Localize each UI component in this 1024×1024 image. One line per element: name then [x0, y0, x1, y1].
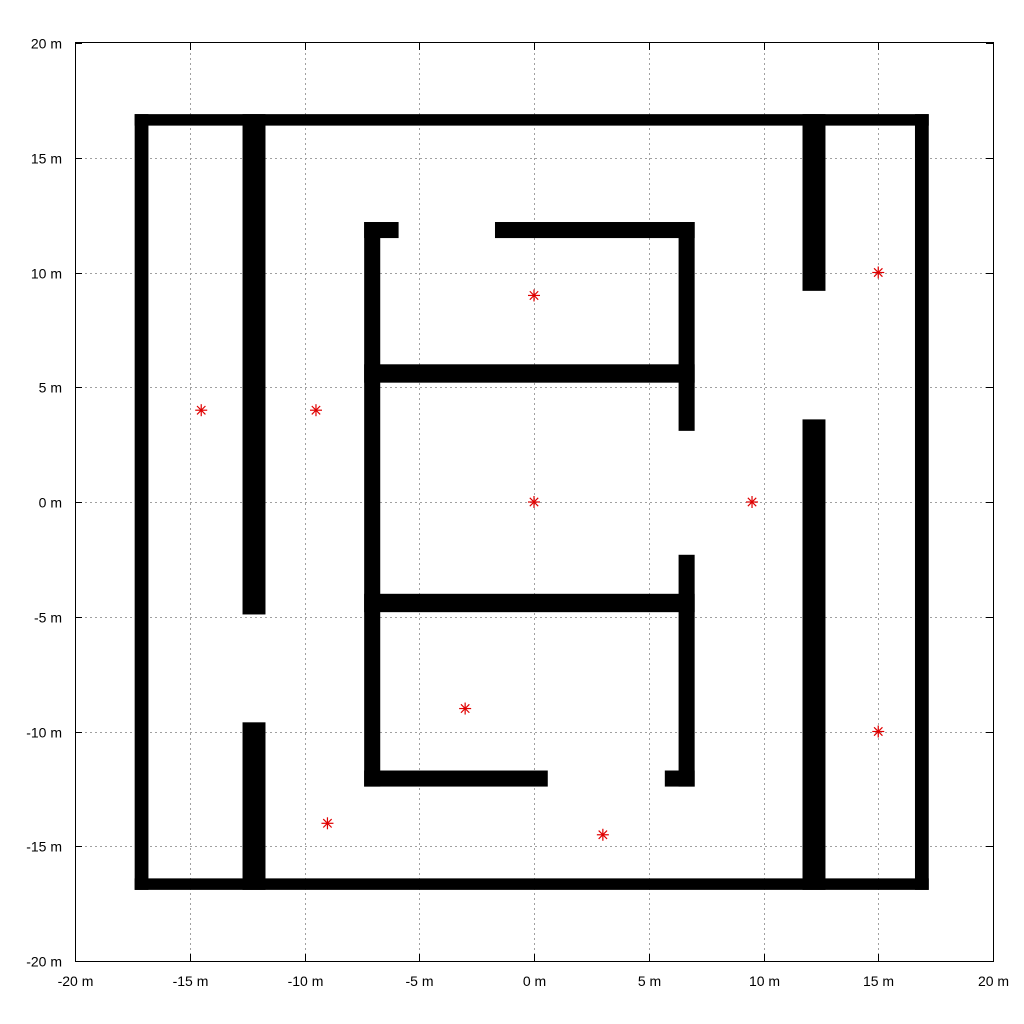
- y-tick-label: -10 m: [26, 725, 62, 741]
- wall-segment: [679, 222, 695, 431]
- waypoint-marker: [459, 703, 471, 715]
- wall-segment: [364, 222, 380, 787]
- wall-segment: [915, 114, 929, 890]
- waypoint-marker: [321, 817, 333, 829]
- y-tick-label: -5 m: [34, 610, 62, 626]
- x-tick-label: 5 m: [638, 973, 661, 989]
- y-tick-label: -20 m: [26, 954, 62, 970]
- waypoint-marker: [310, 404, 322, 416]
- wall-segment: [135, 114, 149, 890]
- waypoint-marker: [528, 289, 540, 301]
- waypoint-marker: [746, 496, 758, 508]
- waypoint-marker: [597, 829, 609, 841]
- wall-segment: [803, 419, 826, 889]
- waypoint-marker: [195, 404, 207, 416]
- x-tick-label: -10 m: [288, 973, 324, 989]
- wall-segment: [364, 771, 548, 787]
- waypoint-marker: [528, 496, 540, 508]
- y-tick-label: 10 m: [31, 266, 62, 282]
- y-tick-label: 5 m: [39, 380, 62, 396]
- x-tick-label: -5 m: [406, 973, 434, 989]
- x-tick-label: 0 m: [523, 973, 546, 989]
- x-tick-labels: -20 m -15 m -10 m -5 m 0 m 5 m 10 m 15 m 20 m: [58, 973, 1009, 989]
- wall-segment: [364, 594, 694, 612]
- wall-segment: [243, 722, 266, 890]
- wall-segment: [665, 771, 695, 787]
- waypoint-marker: [872, 267, 884, 279]
- wall-segment: [495, 222, 695, 238]
- x-tick-label: -20 m: [58, 973, 94, 989]
- waypoint-marker: [872, 726, 884, 738]
- wall-segment: [679, 555, 695, 787]
- x-tick-label: 10 m: [749, 973, 780, 989]
- wall-segment: [803, 114, 826, 291]
- waypoint-markers: [195, 267, 884, 841]
- wall-segment: [243, 114, 266, 614]
- x-tick-label: 20 m: [978, 973, 1009, 989]
- x-tick-label: 15 m: [863, 973, 894, 989]
- y-tick-label: -15 m: [26, 839, 62, 855]
- wall-segment: [364, 364, 694, 382]
- y-tick-label: 15 m: [31, 151, 62, 167]
- y-tick-label: 20 m: [31, 36, 62, 52]
- x-tick-label: -15 m: [173, 973, 209, 989]
- y-tick-labels: 20 m 15 m 10 m 5 m 0 m -5 m -10 m -15 m -20 m: [26, 36, 62, 970]
- y-tick-label: 0 m: [39, 495, 62, 511]
